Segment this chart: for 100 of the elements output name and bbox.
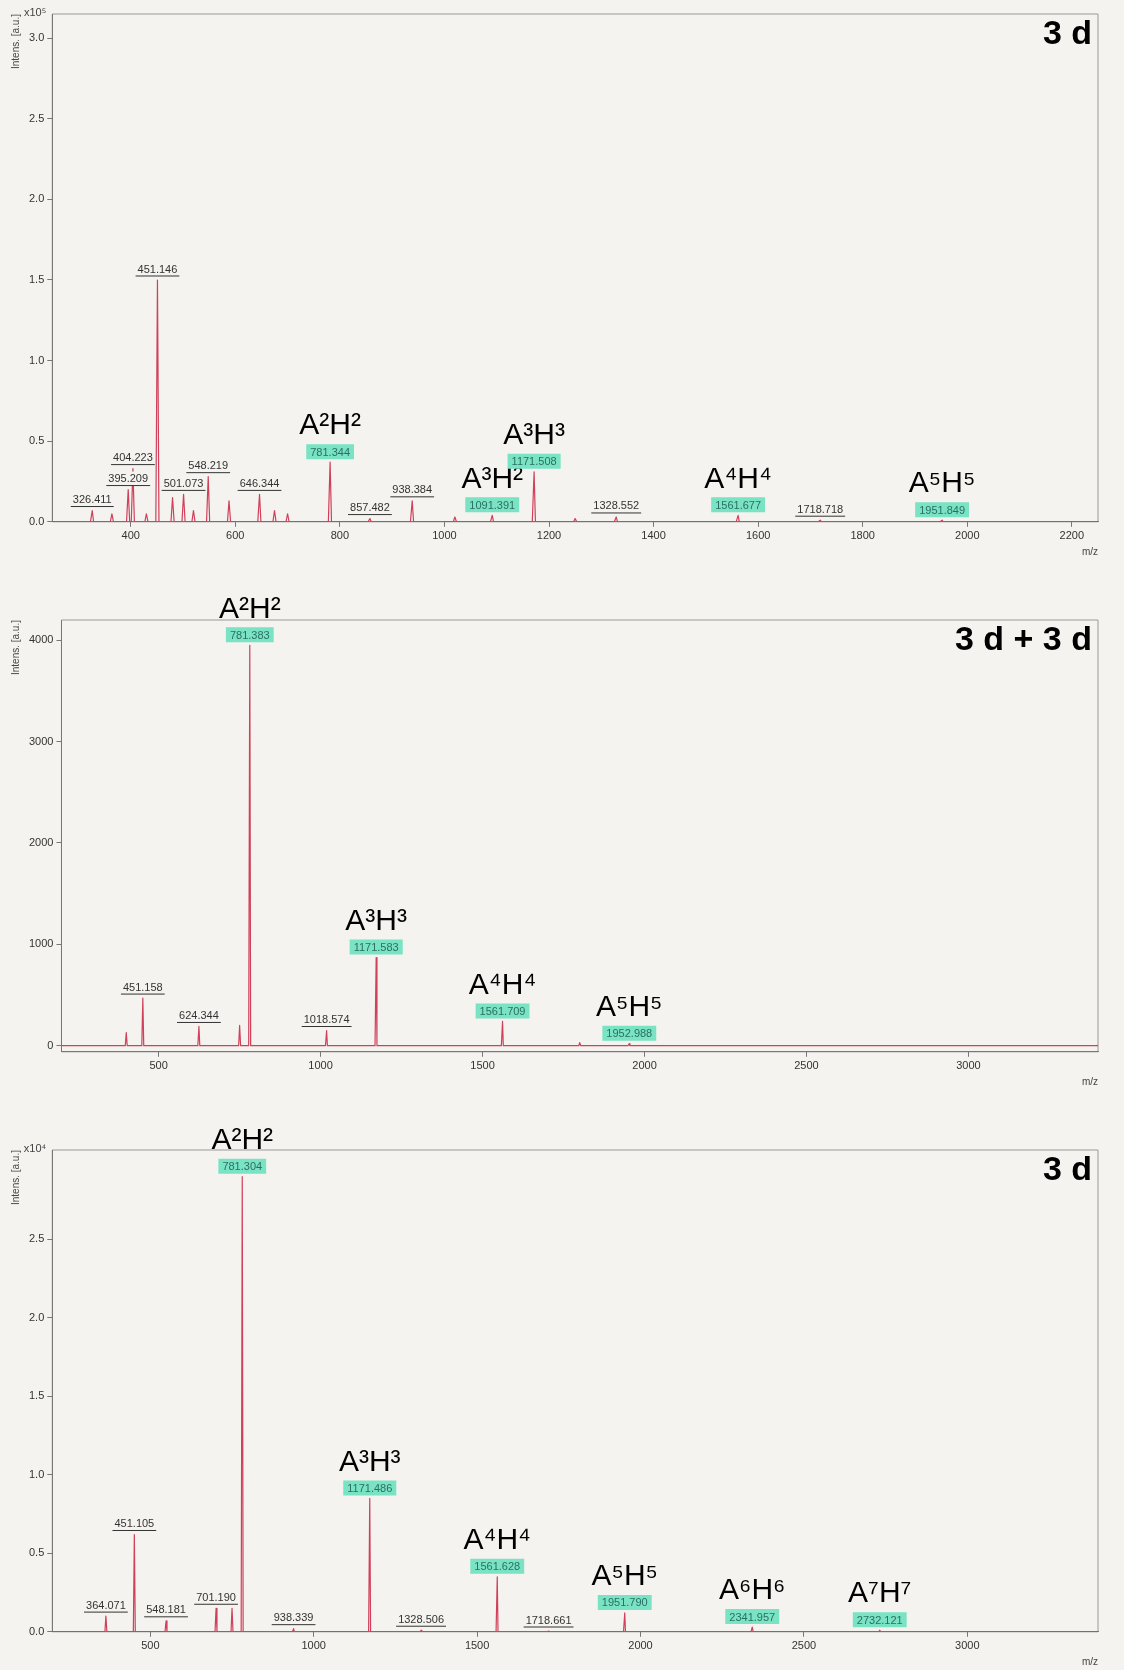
annotation: A²H² <box>211 1121 274 1155</box>
x-tick-label: 1800 <box>850 529 875 542</box>
y-tick-label: 1.0 <box>28 353 45 366</box>
y-tick-label: 0.0 <box>28 1624 45 1637</box>
annotation: 1171.583 <box>353 941 399 954</box>
annotation: 1951.790 <box>601 1596 648 1609</box>
x-tick-label: 3000 <box>955 1639 980 1652</box>
y-tick-label: 3.0 <box>28 31 45 44</box>
annotation: A³H³ <box>338 1443 401 1477</box>
text: x10⁵ <box>23 5 47 18</box>
x-tick-label: 1200 <box>536 529 562 542</box>
annotation: 1091.391 <box>469 498 516 511</box>
annotation: 781.344 <box>310 445 350 458</box>
annotation: A⁴H⁴ <box>468 966 537 1000</box>
annotation: 857.482 <box>350 501 390 514</box>
y-axis-title: Intens. [a.u.] <box>9 1149 21 1206</box>
annotation: 701.190 <box>196 1590 236 1603</box>
x-tick-label: 2000 <box>955 529 980 542</box>
annotation: 395.209 <box>108 472 149 485</box>
x-tick-label: 1600 <box>745 529 771 542</box>
x-tick-label: 500 <box>141 1639 160 1652</box>
x-tick-label: 800 <box>330 529 350 542</box>
annotation: 2341.957 <box>729 1610 776 1623</box>
x-axis-title: m/z <box>1081 1655 1098 1667</box>
annotation: 938.339 <box>273 1611 314 1624</box>
annotation: 1561.677 <box>715 498 762 511</box>
x-axis-title: m/z <box>1081 1075 1098 1087</box>
x-tick-label: 2500 <box>794 1059 819 1072</box>
y-tick-label: 2000 <box>28 836 54 849</box>
annotation: 364.071 <box>86 1598 126 1611</box>
y-tick-label: 2.0 <box>28 192 45 205</box>
annotation: 326.411 <box>72 493 112 506</box>
y-tick-label: 1000 <box>28 937 54 950</box>
annotation: A⁵H⁵ <box>908 465 976 499</box>
chart-title: 3 d <box>1042 1149 1092 1188</box>
annotation: 404.223 <box>113 451 153 464</box>
annotation: 2732.121 <box>856 1613 903 1626</box>
annotation: 1328.506 <box>398 1612 445 1625</box>
y-tick-label: 0.5 <box>28 1546 45 1559</box>
annotation: 938.384 <box>392 483 433 496</box>
x-axis-title: m/z <box>1081 545 1098 557</box>
annotation: 624.344 <box>179 1008 219 1021</box>
x-tick-label: 500 <box>149 1059 168 1072</box>
annotation: 501.073 <box>163 476 204 489</box>
x-tick-label: 1500 <box>470 1059 495 1072</box>
x-tick-label: 1000 <box>301 1639 326 1652</box>
annotation: 451.105 <box>114 1517 155 1530</box>
annotation: 646.344 <box>239 476 280 489</box>
y-tick-label: 2.5 <box>28 1232 45 1245</box>
annotation: A⁴H⁴ <box>463 1522 531 1556</box>
x-tick-label: 3000 <box>956 1059 981 1072</box>
annotation: A²H² <box>299 407 361 441</box>
y-tick-label: 0.0 <box>28 514 45 527</box>
chart-title: 3 d + 3 d <box>955 619 1092 658</box>
annotation: 451.158 <box>122 980 163 993</box>
annotation: 1718.661 <box>525 1613 572 1626</box>
annotation: A⁴H⁴ <box>704 460 772 494</box>
annotation: A⁶H⁶ <box>719 1572 786 1606</box>
annotation: 1952.988 <box>606 1027 653 1040</box>
x-tick-label: 400 <box>121 529 140 542</box>
x-tick-label: 2200 <box>1059 529 1085 542</box>
x-tick-label: 1000 <box>432 529 457 542</box>
y-tick-label: 2.5 <box>28 111 45 124</box>
x-tick-label: 1500 <box>464 1639 490 1652</box>
y-tick-label: 1.5 <box>28 273 45 286</box>
y-axis-title: Intens. [a.u.] <box>9 13 21 70</box>
annotation: 451.146 <box>137 262 178 275</box>
y-tick-label: 4000 <box>28 633 54 646</box>
annotation: 1718.718 <box>797 502 844 515</box>
annotation: A³H³ <box>345 902 408 936</box>
y-tick-label: 3000 <box>28 734 54 747</box>
annotation: A³H³ <box>503 417 565 451</box>
annotation: 781.304 <box>222 1160 263 1173</box>
x-tick-label: 1400 <box>641 529 666 542</box>
annotation: 548.181 <box>146 1603 186 1616</box>
annotation: 1561.709 <box>479 1004 526 1017</box>
annotation: 1328.552 <box>593 499 640 512</box>
chart-title: 3 d <box>1042 13 1092 52</box>
annotation: 781.383 <box>229 628 270 641</box>
annotation: 1951.849 <box>919 503 966 516</box>
x-tick-label: 600 <box>226 529 245 542</box>
y-tick-label: 0 <box>47 1038 54 1051</box>
x-tick-label: 2000 <box>632 1059 657 1072</box>
annotation: A²H² <box>218 590 281 624</box>
x-tick-label: 1000 <box>308 1059 333 1072</box>
y-tick-label: 1.5 <box>28 1389 45 1402</box>
y-tick-label: 0.5 <box>28 434 45 447</box>
annotation: 1171.508 <box>511 455 557 468</box>
annotation: A⁵H⁵ <box>591 1558 659 1592</box>
annotation: 1018.574 <box>303 1013 350 1026</box>
y-axis-title: Intens. [a.u.] <box>9 619 21 676</box>
annotation: 1171.486 <box>347 1481 393 1494</box>
annotation: A⁷H⁷ <box>848 1575 912 1609</box>
annotation: A⁵H⁵ <box>596 988 663 1022</box>
x-tick-label: 2000 <box>628 1639 653 1652</box>
x-tick-label: 2500 <box>791 1639 817 1652</box>
annotation: 548.219 <box>188 459 229 472</box>
y-tick-label: 2.0 <box>28 1310 45 1323</box>
y-tick-label: 1.0 <box>28 1467 45 1480</box>
text: x10⁴ <box>23 1141 47 1154</box>
